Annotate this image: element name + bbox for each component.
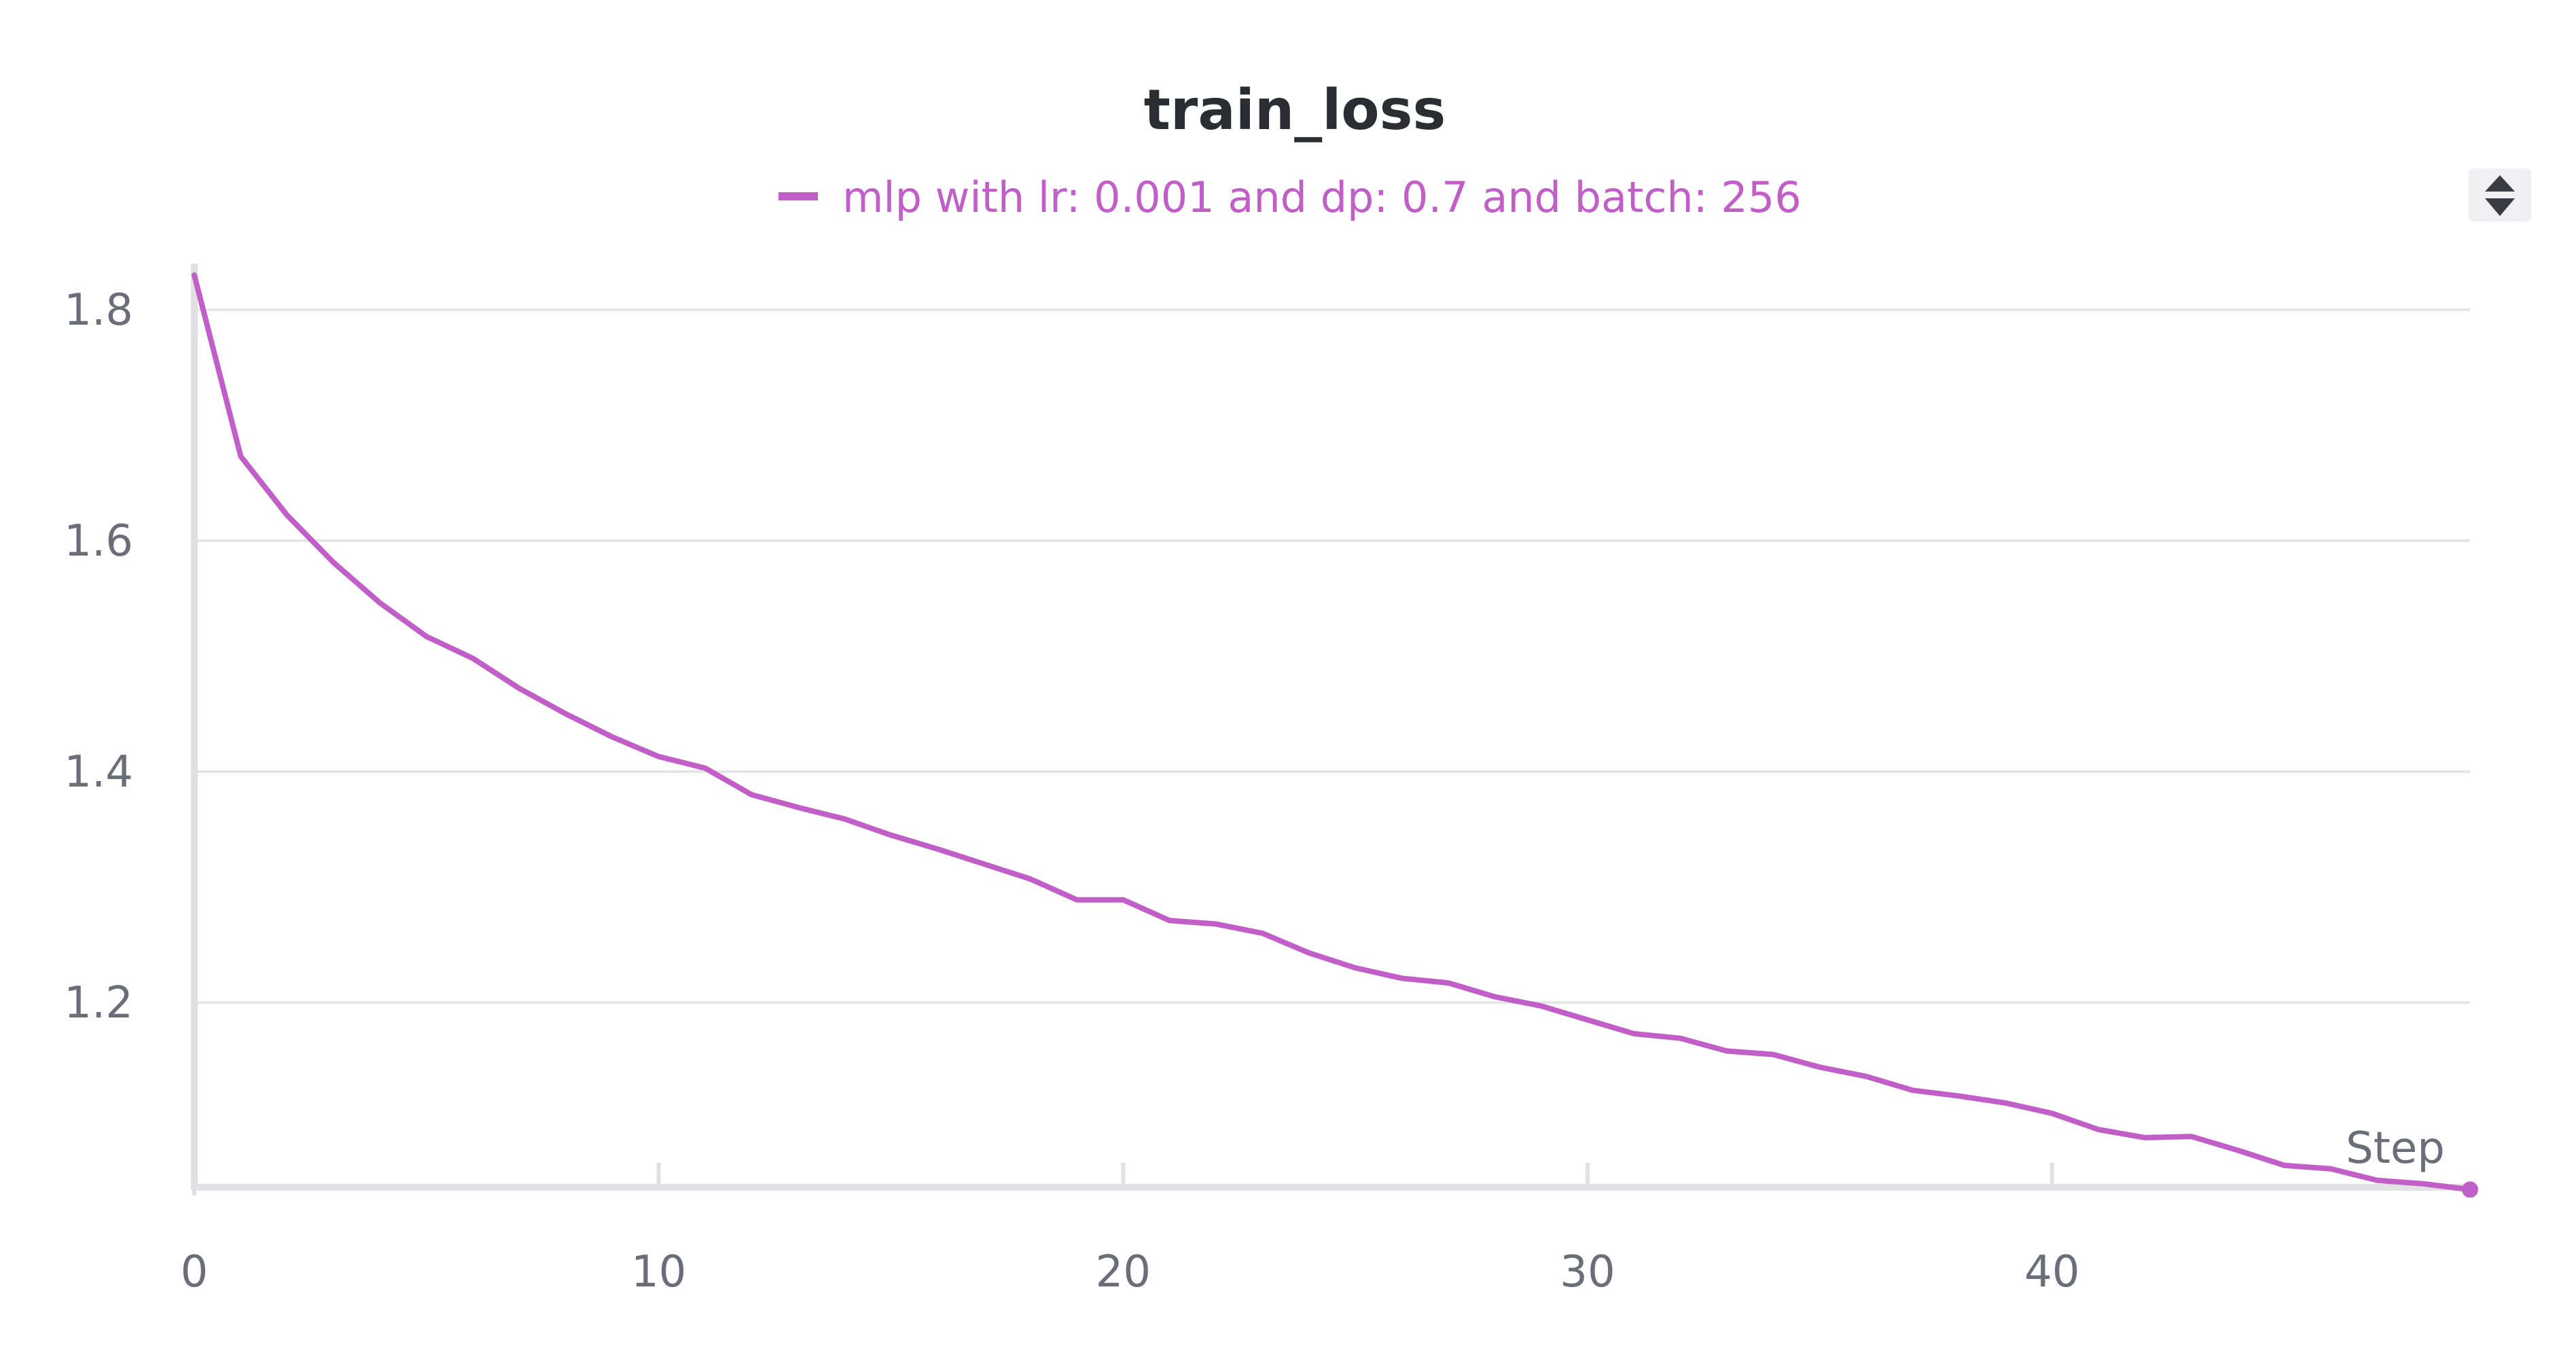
series-line-mlp[interactable] xyxy=(192,272,2473,1193)
chevron-up-down-icon[interactable] xyxy=(2485,175,2515,216)
y-tick-label: 1.4 xyxy=(64,747,133,797)
x-tick-label: 40 xyxy=(2024,1247,2079,1297)
series-layer xyxy=(192,272,2478,1198)
x-tick-label: 20 xyxy=(1096,1247,1151,1297)
grid-layer xyxy=(194,308,2470,1004)
y-tick-label: 1.2 xyxy=(64,978,133,1028)
chart-title: train_loss xyxy=(1144,78,1446,143)
label-layer: 1.2 1.4 1.6 1.8 0 10 20 30 40 Step xyxy=(64,285,2445,1297)
y-tick-label: 1.6 xyxy=(64,516,133,566)
axis-layer xyxy=(191,264,2470,1195)
legend[interactable]: mlp with lr: 0.001 and dp: 0.7 and batch… xyxy=(779,173,1802,222)
legend-series-label[interactable]: mlp with lr: 0.001 and dp: 0.7 and batch… xyxy=(842,173,1802,222)
x-axis-label: Step xyxy=(2346,1123,2445,1174)
x-tick-label: 30 xyxy=(1560,1247,1615,1297)
x-tick-label: 10 xyxy=(631,1247,686,1297)
series-endpoint-marker[interactable] xyxy=(2462,1181,2478,1198)
legend-scroll-background xyxy=(2469,168,2531,221)
y-tick-label: 1.8 xyxy=(64,285,133,336)
legend-scroll-button[interactable] xyxy=(2469,168,2531,221)
x-tick-label: 0 xyxy=(181,1247,209,1297)
